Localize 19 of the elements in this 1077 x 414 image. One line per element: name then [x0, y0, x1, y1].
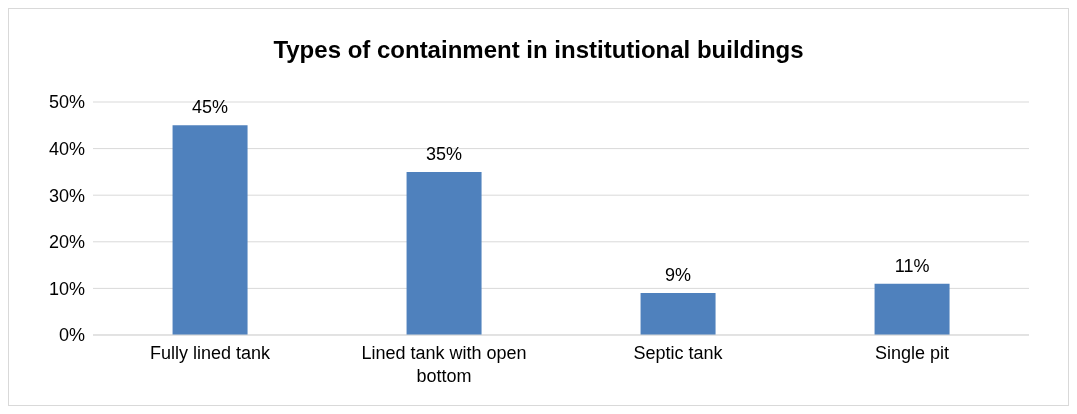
y-tick-label: 30% [48, 185, 85, 206]
bar [640, 293, 716, 335]
x-tick-label: Single pit [874, 343, 950, 363]
x-tick-label: Lined tank with open bottom [361, 343, 527, 386]
bar [172, 125, 248, 335]
data-label: 11% [894, 255, 930, 276]
y-tick-label: 50% [48, 92, 85, 113]
x-tick-label: Fully lined tank [149, 343, 272, 363]
y-tick-label: 20% [48, 232, 85, 253]
y-tick-label: 40% [48, 138, 85, 159]
data-label: 45% [192, 97, 229, 118]
data-label: 9% [665, 265, 692, 286]
y-tick-label: 0% [58, 325, 85, 346]
y-tick-label: 10% [48, 278, 85, 299]
data-label: 35% [426, 143, 463, 164]
x-tick-label: Septic tank [633, 343, 724, 363]
chart-title: Types of containment in institutional buildings [272, 35, 805, 65]
bar [406, 171, 482, 335]
bar [874, 283, 950, 335]
